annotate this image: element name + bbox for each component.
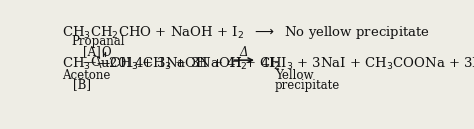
Text: Acetone: Acetone <box>63 69 111 82</box>
Text: Δ: Δ <box>240 46 248 59</box>
Text: O: O <box>102 46 111 59</box>
Text: [B]: [B] <box>73 79 91 92</box>
Text: Yellow: Yellow <box>275 69 313 82</box>
Text: —CH$_3$ + 3NaOH + 4I$_2$: —CH$_3$ + 3NaOH + 4I$_2$ <box>96 56 248 72</box>
Text: CHI$_3$ + 3NaI + CH$_3$COONa + 3H$_2$O: CHI$_3$ + 3NaI + CH$_3$COONa + 3H$_2$O <box>259 56 474 72</box>
Text: precipitate: precipitate <box>275 79 340 92</box>
Text: C: C <box>90 56 100 69</box>
Text: Propanal: Propanal <box>72 35 125 49</box>
Text: —: — <box>82 56 96 69</box>
Text: CH$_3$CH$_2$CHO + NaOH + I$_2$  $\longrightarrow$  No yellow precipitate: CH$_3$CH$_2$CHO + NaOH + I$_2$ $\longrig… <box>63 24 430 41</box>
Text: [A]: [A] <box>82 46 100 59</box>
Text: \u2014CH$_3$ + 3NaOH + 4I$_2$: \u2014CH$_3$ + 3NaOH + 4I$_2$ <box>96 56 282 72</box>
Text: CH$_3$: CH$_3$ <box>63 56 91 72</box>
